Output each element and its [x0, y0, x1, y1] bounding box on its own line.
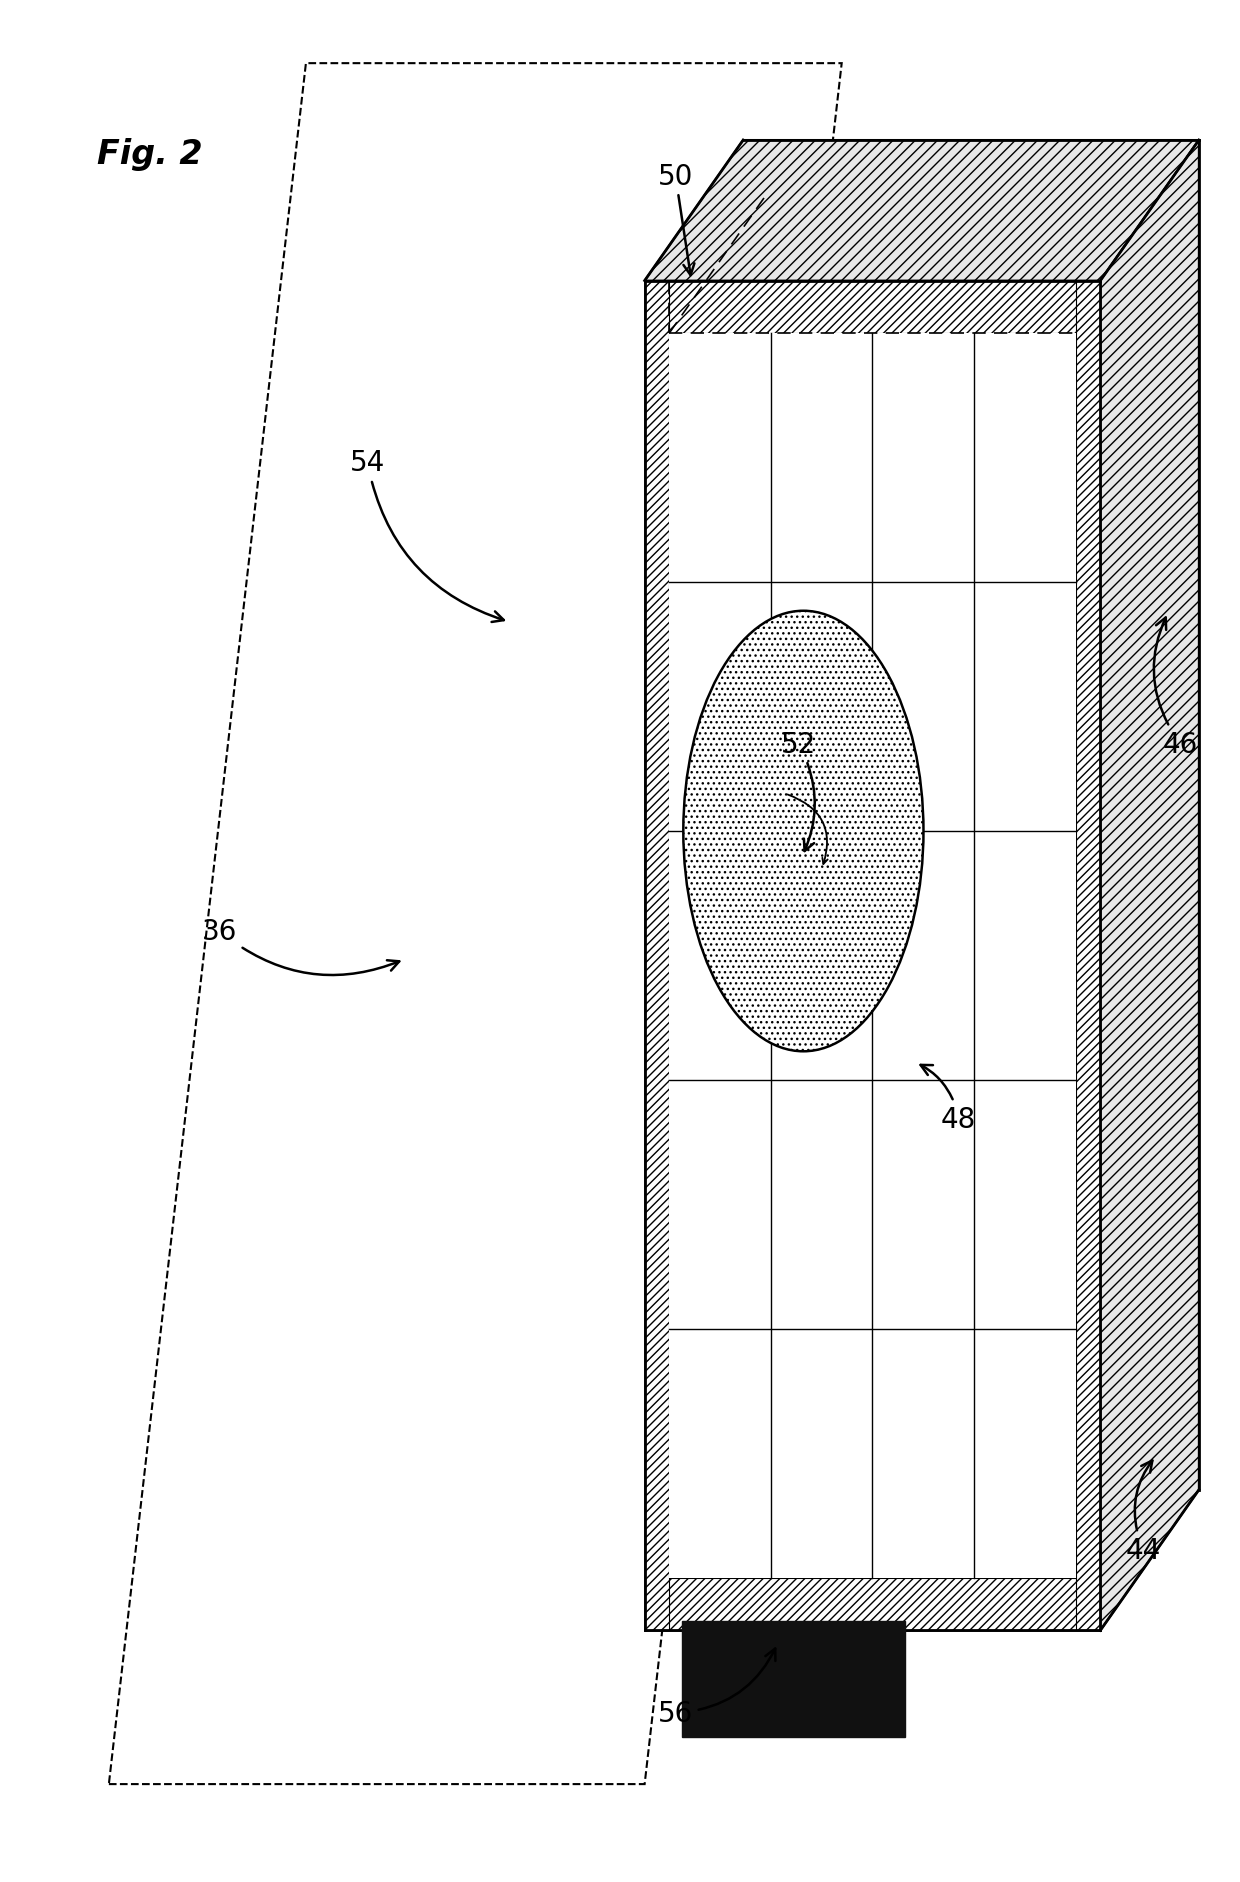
Text: 36: 36	[202, 918, 399, 975]
Polygon shape	[645, 282, 1100, 333]
Text: Fig. 2: Fig. 2	[97, 137, 202, 171]
Text: 56: 56	[657, 1649, 775, 1728]
Text: 44: 44	[1126, 1460, 1161, 1564]
Polygon shape	[645, 282, 670, 1630]
Polygon shape	[645, 1577, 1100, 1630]
Polygon shape	[645, 282, 1100, 1630]
Text: 48: 48	[920, 1065, 976, 1133]
Polygon shape	[645, 141, 1199, 282]
Polygon shape	[1076, 282, 1100, 1630]
Ellipse shape	[683, 612, 924, 1052]
Polygon shape	[670, 333, 1076, 1577]
Bar	[682, 1620, 905, 1737]
Text: 46: 46	[1153, 617, 1198, 758]
Polygon shape	[1100, 141, 1199, 1630]
Text: 54: 54	[350, 450, 503, 623]
Text: 52: 52	[781, 730, 816, 851]
Polygon shape	[109, 64, 842, 1784]
Text: 50: 50	[657, 162, 694, 277]
